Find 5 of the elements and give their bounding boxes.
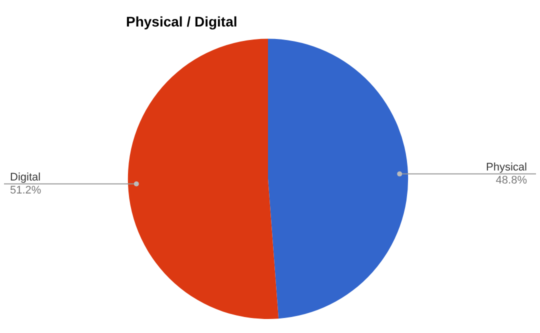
data-label: 48.8% [496,174,528,186]
data-label: 51.2% [10,184,42,196]
slice-label: Physical [486,161,527,174]
chart-title: Physical / Digital [126,13,238,30]
slice-label: Digital [10,171,41,184]
